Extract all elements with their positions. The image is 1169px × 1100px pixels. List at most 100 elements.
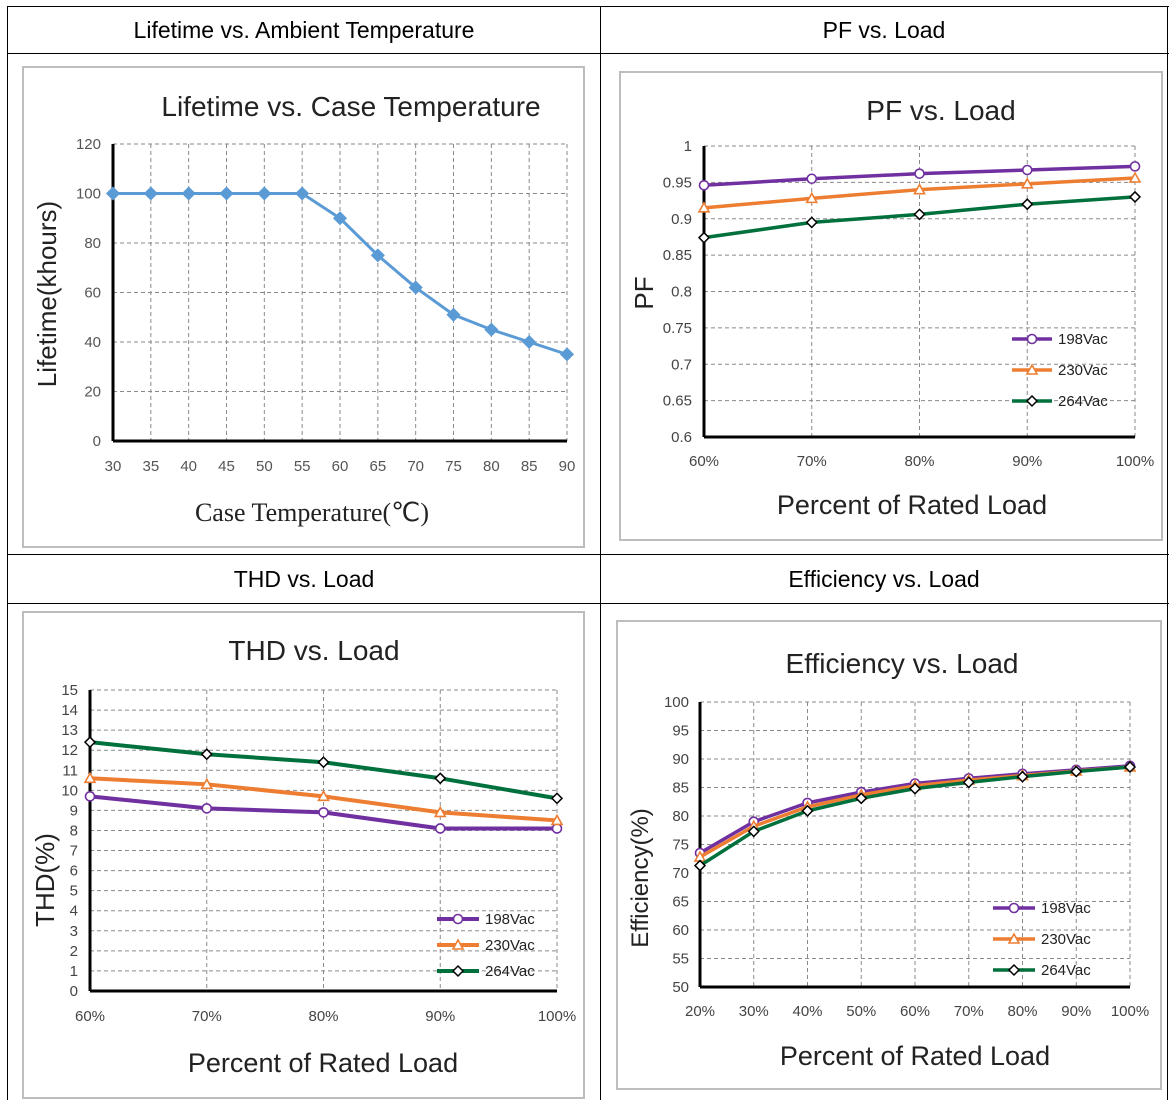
y-tick-label: 13: [61, 722, 78, 739]
y-tick-label: 65: [672, 894, 689, 911]
y-tick-label: 10: [61, 782, 78, 799]
y-tick-label: 9: [70, 802, 78, 819]
x-tick-label: 75: [445, 458, 462, 475]
data-point: [1128, 171, 1142, 183]
x-tick-label: 90%: [1061, 1003, 1091, 1020]
y-tick-label: 40: [84, 334, 101, 351]
x-tick-label: 90: [559, 458, 576, 475]
data-point: [914, 168, 925, 179]
x-tick-label: 60%: [689, 453, 719, 470]
y-tick-label: 1: [684, 138, 692, 155]
y-tick-label: 0.6: [671, 429, 692, 446]
y-tick-label: 0.95: [663, 174, 692, 191]
y-axis-label: THD(%): [30, 833, 60, 927]
legend-swatch-marker: [451, 964, 465, 978]
data-point: [317, 789, 330, 802]
data-point: [697, 201, 711, 213]
y-tick-label: 12: [61, 742, 78, 759]
y-axis-label: Efficiency(%): [627, 808, 654, 948]
data-point: [747, 825, 760, 838]
y-tick-label: 100: [664, 694, 689, 711]
table-border-top: [7, 6, 1169, 7]
data-point: [1021, 164, 1033, 176]
chart-panel-pf: [619, 71, 1163, 541]
legend-label: 198Vac: [1041, 900, 1091, 917]
data-point: [1020, 177, 1034, 189]
data-point: [332, 211, 348, 226]
legend-label: 198Vac: [485, 911, 535, 928]
data-point: [105, 186, 121, 201]
data-point: [200, 777, 214, 790]
table-row-separator: [7, 603, 1169, 604]
chart-title: THD vs. Load: [228, 635, 399, 666]
data-point: [559, 347, 575, 362]
legend-label: 264Vac: [485, 963, 535, 980]
x-tick-label: 85: [521, 458, 538, 475]
data-point: [698, 179, 710, 191]
chart-title: PF vs. Load: [866, 95, 1015, 126]
x-tick-label: 20%: [685, 1003, 715, 1020]
legend-label: 230Vac: [485, 937, 535, 954]
legend-swatch-marker: [1007, 963, 1021, 977]
legend-swatch-marker: [1007, 932, 1021, 944]
data-point: [522, 334, 537, 350]
data-point: [962, 776, 975, 789]
data-point: [1021, 198, 1034, 211]
x-tick-label: 30%: [739, 1003, 769, 1020]
x-axis-label: Percent of Rated Load: [780, 1041, 1050, 1071]
x-tick-label: 65: [369, 458, 386, 475]
header-pf: PF vs. Load: [822, 16, 946, 43]
y-tick-label: 100: [76, 186, 101, 203]
y-tick-label: 0.7: [671, 356, 692, 373]
y-tick-label: 0: [93, 433, 101, 450]
data-point: [697, 231, 711, 244]
x-tick-label: 40: [180, 458, 197, 475]
data-point: [1070, 765, 1083, 778]
x-tick-label: 50%: [846, 1003, 876, 1020]
table-row-separator: [7, 53, 1169, 54]
y-axis-label: Lifetime(khours): [32, 201, 62, 387]
y-tick-label: 90: [672, 751, 689, 768]
x-tick-label: 70%: [192, 1008, 222, 1025]
y-tick-label: 60: [84, 285, 101, 302]
data-point: [913, 183, 926, 195]
data-point: [181, 186, 196, 201]
data-point: [370, 248, 385, 263]
y-tick-label: 2: [70, 943, 78, 960]
data-point: [200, 748, 213, 761]
data-point: [1016, 770, 1029, 783]
x-tick-label: 80%: [308, 1008, 338, 1025]
x-tick-label: 60%: [900, 1003, 930, 1020]
data-point: [257, 186, 272, 201]
x-tick-label: 45: [218, 458, 235, 475]
data-point: [434, 772, 447, 785]
y-tick-label: 7: [70, 843, 78, 860]
table-border-right: [1167, 6, 1168, 1100]
legend-label: 230Vac: [1041, 931, 1091, 948]
data-point: [801, 804, 814, 817]
x-axis-label: Percent of Rated Load: [777, 490, 1047, 520]
y-tick-label: 20: [84, 384, 101, 401]
chart-title: Efficiency vs. Load: [786, 648, 1019, 679]
y-tick-label: 80: [672, 808, 689, 825]
data-point: [318, 807, 329, 818]
data-point: [84, 791, 96, 802]
y-tick-label: 15: [61, 682, 78, 699]
y-tick-label: 5: [70, 883, 78, 900]
data-point: [913, 208, 926, 221]
y-tick-label: 14: [61, 702, 78, 719]
data-point: [1128, 190, 1142, 203]
data-point: [484, 322, 499, 337]
y-tick-label: 4: [70, 903, 78, 920]
y-axis-label: PF: [629, 276, 659, 309]
y-tick-label: 120: [76, 136, 101, 153]
data-point: [855, 792, 868, 805]
x-axis-label: Percent of Rated Load: [188, 1048, 458, 1078]
y-tick-label: 60: [672, 922, 689, 939]
x-tick-label: 60%: [75, 1008, 105, 1025]
data-point: [83, 736, 97, 749]
y-tick-label: 0.75: [663, 320, 692, 337]
y-tick-label: 0.65: [663, 393, 692, 410]
